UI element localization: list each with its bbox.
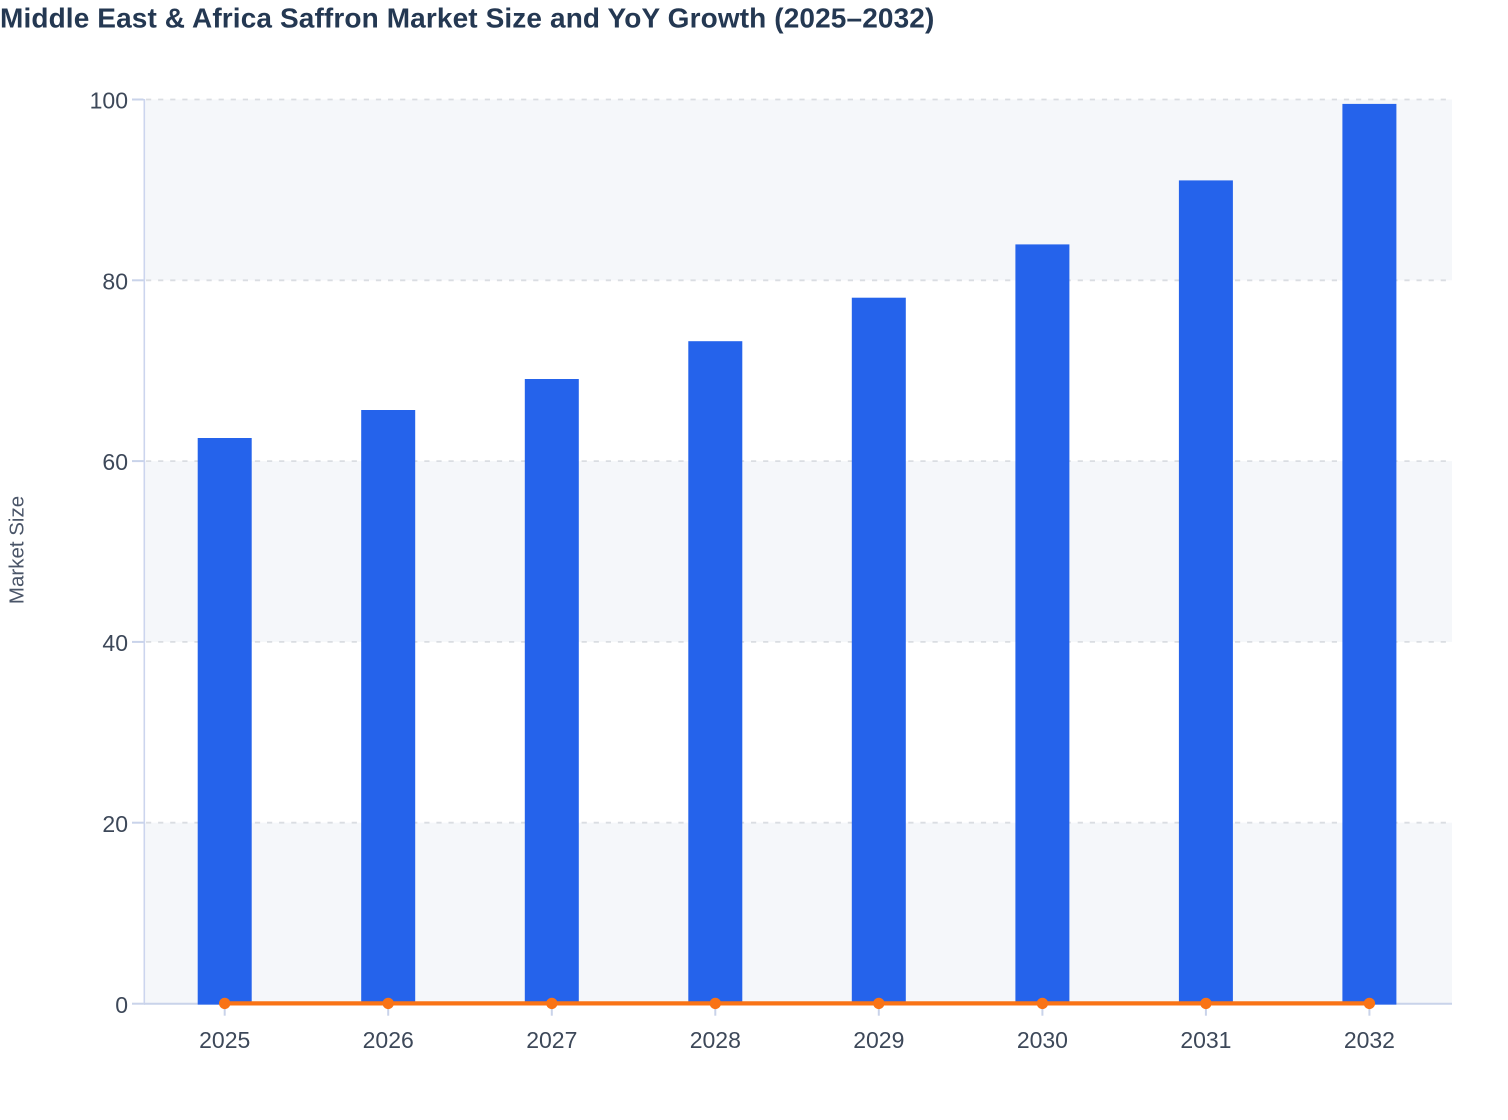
svg-text:2030: 2030 [1017, 1027, 1068, 1053]
svg-text:2031: 2031 [1180, 1027, 1231, 1053]
svg-text:2032: 2032 [1344, 1027, 1395, 1053]
svg-text:2029: 2029 [853, 1027, 904, 1053]
svg-text:2027: 2027 [526, 1027, 577, 1053]
svg-text:60: 60 [102, 449, 128, 475]
svg-text:20: 20 [102, 811, 128, 837]
svg-text:2026: 2026 [363, 1027, 414, 1053]
svg-text:2025: 2025 [199, 1027, 250, 1053]
svg-text:40: 40 [102, 630, 128, 656]
svg-text:Middle East & Africa Saffron M: Middle East & Africa Saffron Market Size… [0, 3, 934, 34]
svg-text:Market Size: Market Size [6, 496, 29, 604]
svg-text:100: 100 [90, 88, 128, 114]
svg-text:0: 0 [115, 992, 128, 1018]
svg-text:80: 80 [102, 268, 128, 294]
svg-text:2028: 2028 [690, 1027, 741, 1053]
